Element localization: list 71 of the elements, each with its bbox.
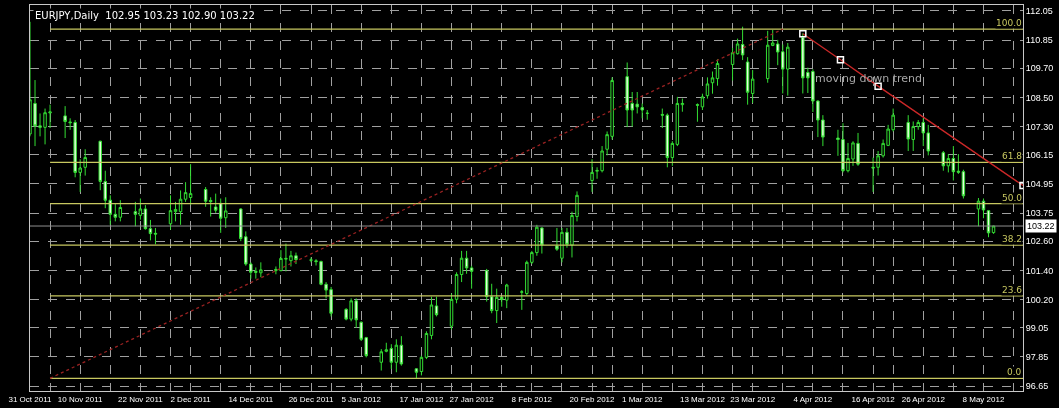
series-label: 38.2 — [1002, 234, 1023, 244]
y-tick-label: 106.15 — [1025, 149, 1054, 160]
series-label: 100.0 — [996, 18, 1023, 28]
text: EURJPY,Daily 102.95 103.23 102.90 103.22 — [35, 10, 255, 21]
y-tick-label: 104.95 — [1025, 179, 1054, 190]
ref-line-label: 103.22 — [1027, 221, 1055, 231]
series-label: 23.6 — [1002, 285, 1023, 295]
y-tick-label: 99.05 — [1025, 322, 1049, 333]
candlestick — [469, 265, 474, 290]
candlestick — [710, 71, 715, 95]
candlestick — [173, 201, 178, 222]
candlestick — [223, 196, 228, 229]
candlestick — [590, 158, 594, 193]
candlestick — [715, 58, 720, 87]
candlestick — [464, 250, 469, 275]
y-tick-label: 108.50 — [1025, 92, 1054, 103]
x-tick-label: 17 Jan 2012 — [399, 394, 444, 404]
candlestick — [956, 153, 961, 175]
candlestick — [178, 189, 183, 226]
x-tick-label: 8 Feb 2012 — [511, 394, 553, 404]
x-tick-label: 27 Jan 2012 — [449, 394, 495, 404]
candlestick — [645, 109, 649, 121]
candlestick — [153, 227, 158, 245]
y-tick-label: 102.60 — [1025, 236, 1054, 247]
candlestick — [168, 194, 173, 231]
x-tick-label: 31 Oct 2011 — [8, 394, 53, 404]
x-tick-label: 2 Dec 2011 — [170, 394, 212, 404]
x-tick-label: 13 Mar 2012 — [679, 394, 726, 404]
x-tick-label: 22 Nov 2011 — [118, 394, 164, 404]
y-tick-label: 96.65 — [1025, 381, 1049, 392]
y-tick-label: 112.05 — [1025, 6, 1053, 16]
x-tick-label: 4 Apr 2012 — [793, 394, 833, 404]
candlestick — [459, 250, 464, 283]
y-tick-label: 100.20 — [1025, 294, 1054, 305]
y-tick-label: 107.30 — [1025, 121, 1054, 132]
candlestick — [941, 150, 946, 172]
x-tick-label: 8 May 2012 — [962, 394, 1005, 404]
candlestick — [148, 219, 153, 241]
x-tick-label: 5 Jan 2012 — [341, 394, 382, 404]
candlestick — [730, 47, 735, 82]
y-tick-label: 97.85 — [1025, 352, 1049, 363]
candlestick — [695, 102, 700, 123]
x-tick-label: 10 Nov 2011 — [57, 394, 104, 404]
candlestick — [981, 197, 986, 219]
x-tick-label: 1 Mar 2012 — [622, 394, 664, 404]
candlestick — [138, 197, 143, 221]
candlestick — [133, 201, 138, 227]
y-tick-label: 103.75 — [1025, 208, 1054, 219]
x-tick-label: 16 Apr 2012 — [851, 394, 896, 404]
candlestick — [183, 181, 188, 203]
x-tick-label: 14 Dec 2011 — [228, 394, 274, 404]
candlestick — [188, 163, 193, 206]
x-tick-label: 20 Feb 2012 — [569, 394, 616, 404]
y-tick-label: 101.40 — [1025, 265, 1054, 276]
candlestick — [976, 197, 981, 227]
candlestick — [705, 76, 710, 100]
candlestick — [680, 98, 685, 113]
candlestick — [429, 296, 434, 340]
series-label: 61.8 — [1002, 151, 1023, 161]
candlestick — [414, 367, 419, 379]
candlestick — [434, 296, 439, 317]
series-label: 50.0 — [1002, 193, 1023, 203]
candlestick — [700, 93, 705, 111]
candlestick — [484, 268, 489, 303]
series-label: 0.0 — [1007, 367, 1022, 377]
y-tick-label: 109.70 — [1025, 63, 1054, 74]
y-tick-label: 110.85 — [1025, 35, 1053, 46]
x-tick-label: 23 Mar 2012 — [730, 394, 776, 404]
candlestick — [740, 26, 745, 61]
x-tick-label: 26 Dec 2011 — [288, 394, 334, 404]
x-tick-label: 26 Apr 2012 — [901, 394, 946, 404]
